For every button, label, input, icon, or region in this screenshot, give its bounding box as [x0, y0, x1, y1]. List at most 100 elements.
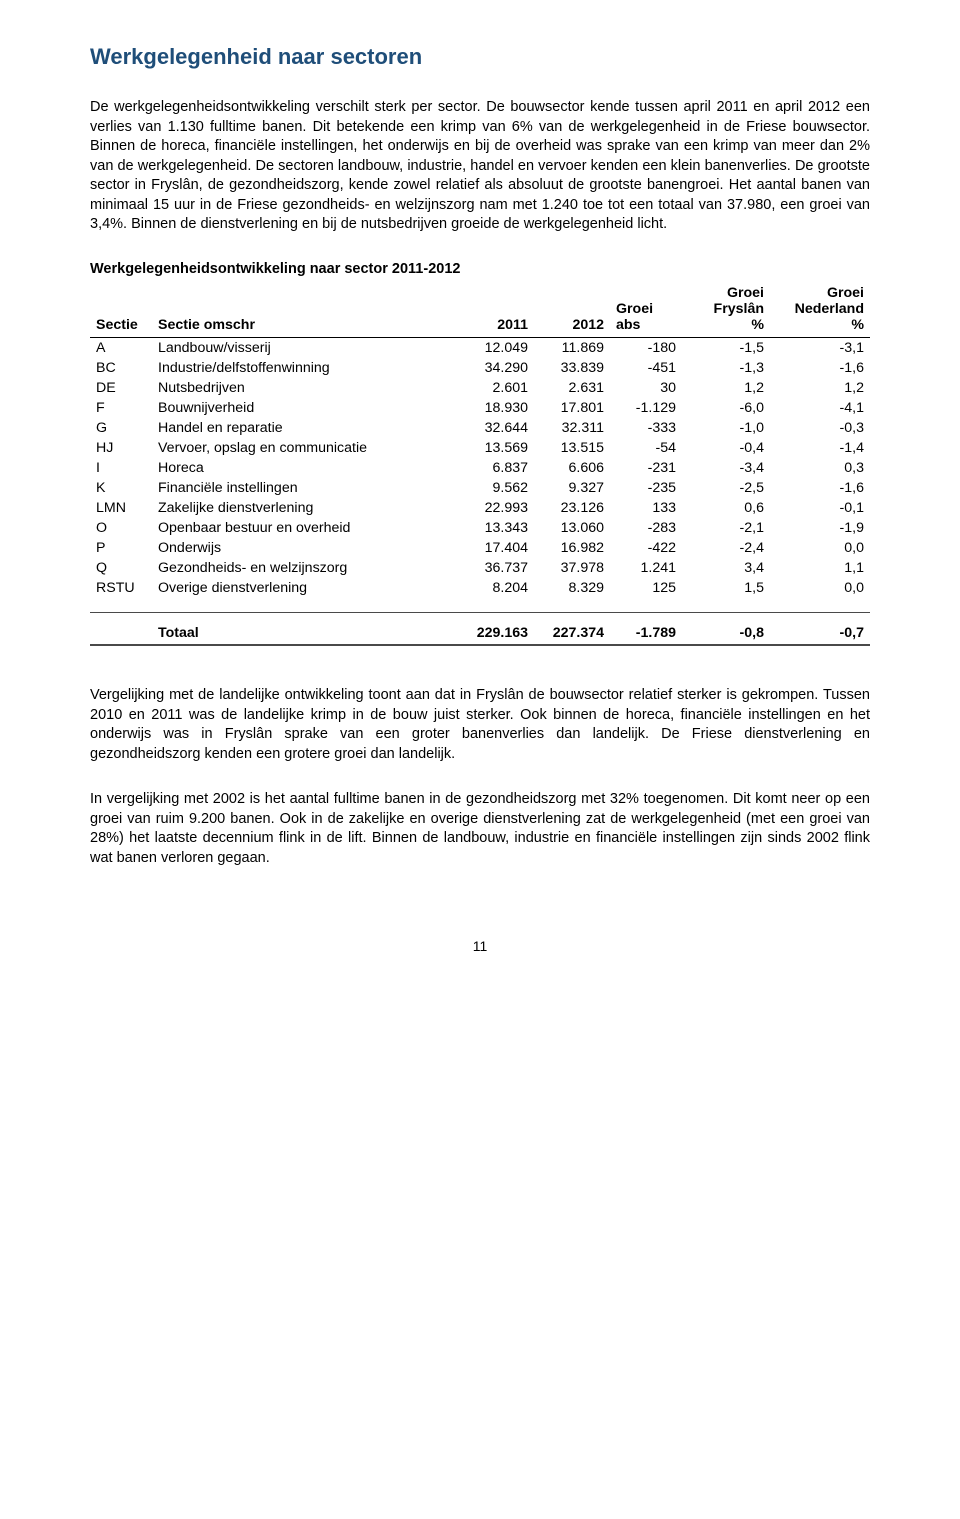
- table-row: HJVervoer, opslag en communicatie13.5691…: [90, 438, 870, 458]
- cell-omschr: Financiële instellingen: [152, 478, 458, 498]
- table-row: OOpenbaar bestuur en overheid13.34313.06…: [90, 518, 870, 538]
- cell-2011: 22.993: [458, 498, 534, 518]
- cell-total-nederland: -0,7: [770, 612, 870, 645]
- cell-2011: 12.049: [458, 337, 534, 358]
- col-groei-abs-l1: Groei: [616, 301, 653, 317]
- cell-sectie: G: [90, 418, 152, 438]
- cell-fryslan: -2,5: [682, 478, 770, 498]
- cell-omschr: Landbouw/visserij: [152, 337, 458, 358]
- cell-sectie: A: [90, 337, 152, 358]
- cell-total-label: Totaal: [152, 612, 458, 645]
- table-row: FBouwnijverheid18.93017.801-1.129-6,0-4,…: [90, 398, 870, 418]
- col-groei-fryslan: Groei Fryslân %: [682, 283, 770, 338]
- cell-total-2012: 227.374: [534, 612, 610, 645]
- cell-total-2011: 229.163: [458, 612, 534, 645]
- cell-sectie: F: [90, 398, 152, 418]
- cell-nederland: -1,9: [770, 518, 870, 538]
- cell-abs: -1.129: [610, 398, 682, 418]
- cell-sectie: K: [90, 478, 152, 498]
- cell-omschr: Bouwnijverheid: [152, 398, 458, 418]
- table-total-row: Totaal229.163227.374-1.789-0,8-0,7: [90, 612, 870, 645]
- cell-sectie: HJ: [90, 438, 152, 458]
- col-groei-nederland: Groei Nederland %: [770, 283, 870, 338]
- cell-total-abs: -1.789: [610, 612, 682, 645]
- cell-abs: -451: [610, 358, 682, 378]
- cell-2011: 17.404: [458, 538, 534, 558]
- cell-sectie: BC: [90, 358, 152, 378]
- cell-abs: -54: [610, 438, 682, 458]
- cell-abs: -180: [610, 337, 682, 358]
- cell-sectie: DE: [90, 378, 152, 398]
- cell-2012: 11.869: [534, 337, 610, 358]
- table-row: RSTUOverige dienstverlening8.2048.329125…: [90, 578, 870, 598]
- cell-2012: 8.329: [534, 578, 610, 598]
- cell-sectie: I: [90, 458, 152, 478]
- cell-nederland: 1,1: [770, 558, 870, 578]
- cell-sectie: P: [90, 538, 152, 558]
- cell-fryslan: -1,3: [682, 358, 770, 378]
- cell-total-fryslan: -0,8: [682, 612, 770, 645]
- cell-abs: 125: [610, 578, 682, 598]
- cell-fryslan: -2,4: [682, 538, 770, 558]
- cell-sectie: RSTU: [90, 578, 152, 598]
- cell-nederland: -4,1: [770, 398, 870, 418]
- cell-2011: 18.930: [458, 398, 534, 418]
- cell-nederland: 0,0: [770, 538, 870, 558]
- cell-2011: 8.204: [458, 578, 534, 598]
- cell-nederland: 1,2: [770, 378, 870, 398]
- cell-nederland: -0,1: [770, 498, 870, 518]
- cell-abs: -231: [610, 458, 682, 478]
- table-row: LMNZakelijke dienstverlening22.99323.126…: [90, 498, 870, 518]
- cell-2012: 13.060: [534, 518, 610, 538]
- col-groei-fr-l2: Fryslân: [714, 301, 764, 317]
- col-2011: 2011: [458, 283, 534, 338]
- cell-2011: 36.737: [458, 558, 534, 578]
- col-groei-nl-l3: %: [851, 317, 864, 333]
- table-row: GHandel en reparatie32.64432.311-333-1,0…: [90, 418, 870, 438]
- cell-omschr: Industrie/delfstoffenwinning: [152, 358, 458, 378]
- cell-nederland: 0,0: [770, 578, 870, 598]
- cell-omschr: Nutsbedrijven: [152, 378, 458, 398]
- cell-2012: 2.631: [534, 378, 610, 398]
- page-number: 11: [90, 938, 870, 954]
- page-title: Werkgelegenheid naar sectoren: [90, 44, 870, 70]
- cell-omschr: Horeca: [152, 458, 458, 478]
- cell-fryslan: -2,1: [682, 518, 770, 538]
- cell-2011: 32.644: [458, 418, 534, 438]
- body-paragraph-2: Vergelijking met de landelijke ontwikkel…: [90, 686, 870, 764]
- cell-2012: 32.311: [534, 418, 610, 438]
- cell-omschr: Handel en reparatie: [152, 418, 458, 438]
- cell-fryslan: -0,4: [682, 438, 770, 458]
- cell-fryslan: -3,4: [682, 458, 770, 478]
- col-groei-abs: Groei abs: [610, 283, 682, 338]
- cell-fryslan: -1,5: [682, 337, 770, 358]
- table-row: POnderwijs17.40416.982-422-2,40,0: [90, 538, 870, 558]
- cell-2012: 9.327: [534, 478, 610, 498]
- table-row: IHoreca6.8376.606-231-3,40,3: [90, 458, 870, 478]
- col-omschr: Sectie omschr: [152, 283, 458, 338]
- cell-sectie: O: [90, 518, 152, 538]
- col-2012: 2012: [534, 283, 610, 338]
- cell-2012: 16.982: [534, 538, 610, 558]
- table-row: ALandbouw/visserij12.04911.869-180-1,5-3…: [90, 337, 870, 358]
- cell-fryslan: 3,4: [682, 558, 770, 578]
- cell-2011: 34.290: [458, 358, 534, 378]
- table-row: DENutsbedrijven2.6012.631301,21,2: [90, 378, 870, 398]
- cell-2012: 33.839: [534, 358, 610, 378]
- cell-nederland: -0,3: [770, 418, 870, 438]
- cell-abs: 1.241: [610, 558, 682, 578]
- cell-abs: -333: [610, 418, 682, 438]
- col-groei-abs-l2: abs: [616, 317, 640, 333]
- cell-omschr: Zakelijke dienstverlening: [152, 498, 458, 518]
- cell-omschr: Overige dienstverlening: [152, 578, 458, 598]
- cell-fryslan: 1,5: [682, 578, 770, 598]
- cell-2012: 37.978: [534, 558, 610, 578]
- table-caption: Werkgelegenheidsontwikkeling naar sector…: [90, 261, 870, 277]
- sector-table: Sectie Sectie omschr 2011 2012 Groei abs…: [90, 283, 870, 646]
- cell-2011: 13.343: [458, 518, 534, 538]
- intro-paragraph: De werkgelegenheidsontwikkeling verschil…: [90, 98, 870, 235]
- cell-omschr: Onderwijs: [152, 538, 458, 558]
- cell-omschr: Vervoer, opslag en communicatie: [152, 438, 458, 458]
- cell-2012: 23.126: [534, 498, 610, 518]
- cell-omschr: Openbaar bestuur en overheid: [152, 518, 458, 538]
